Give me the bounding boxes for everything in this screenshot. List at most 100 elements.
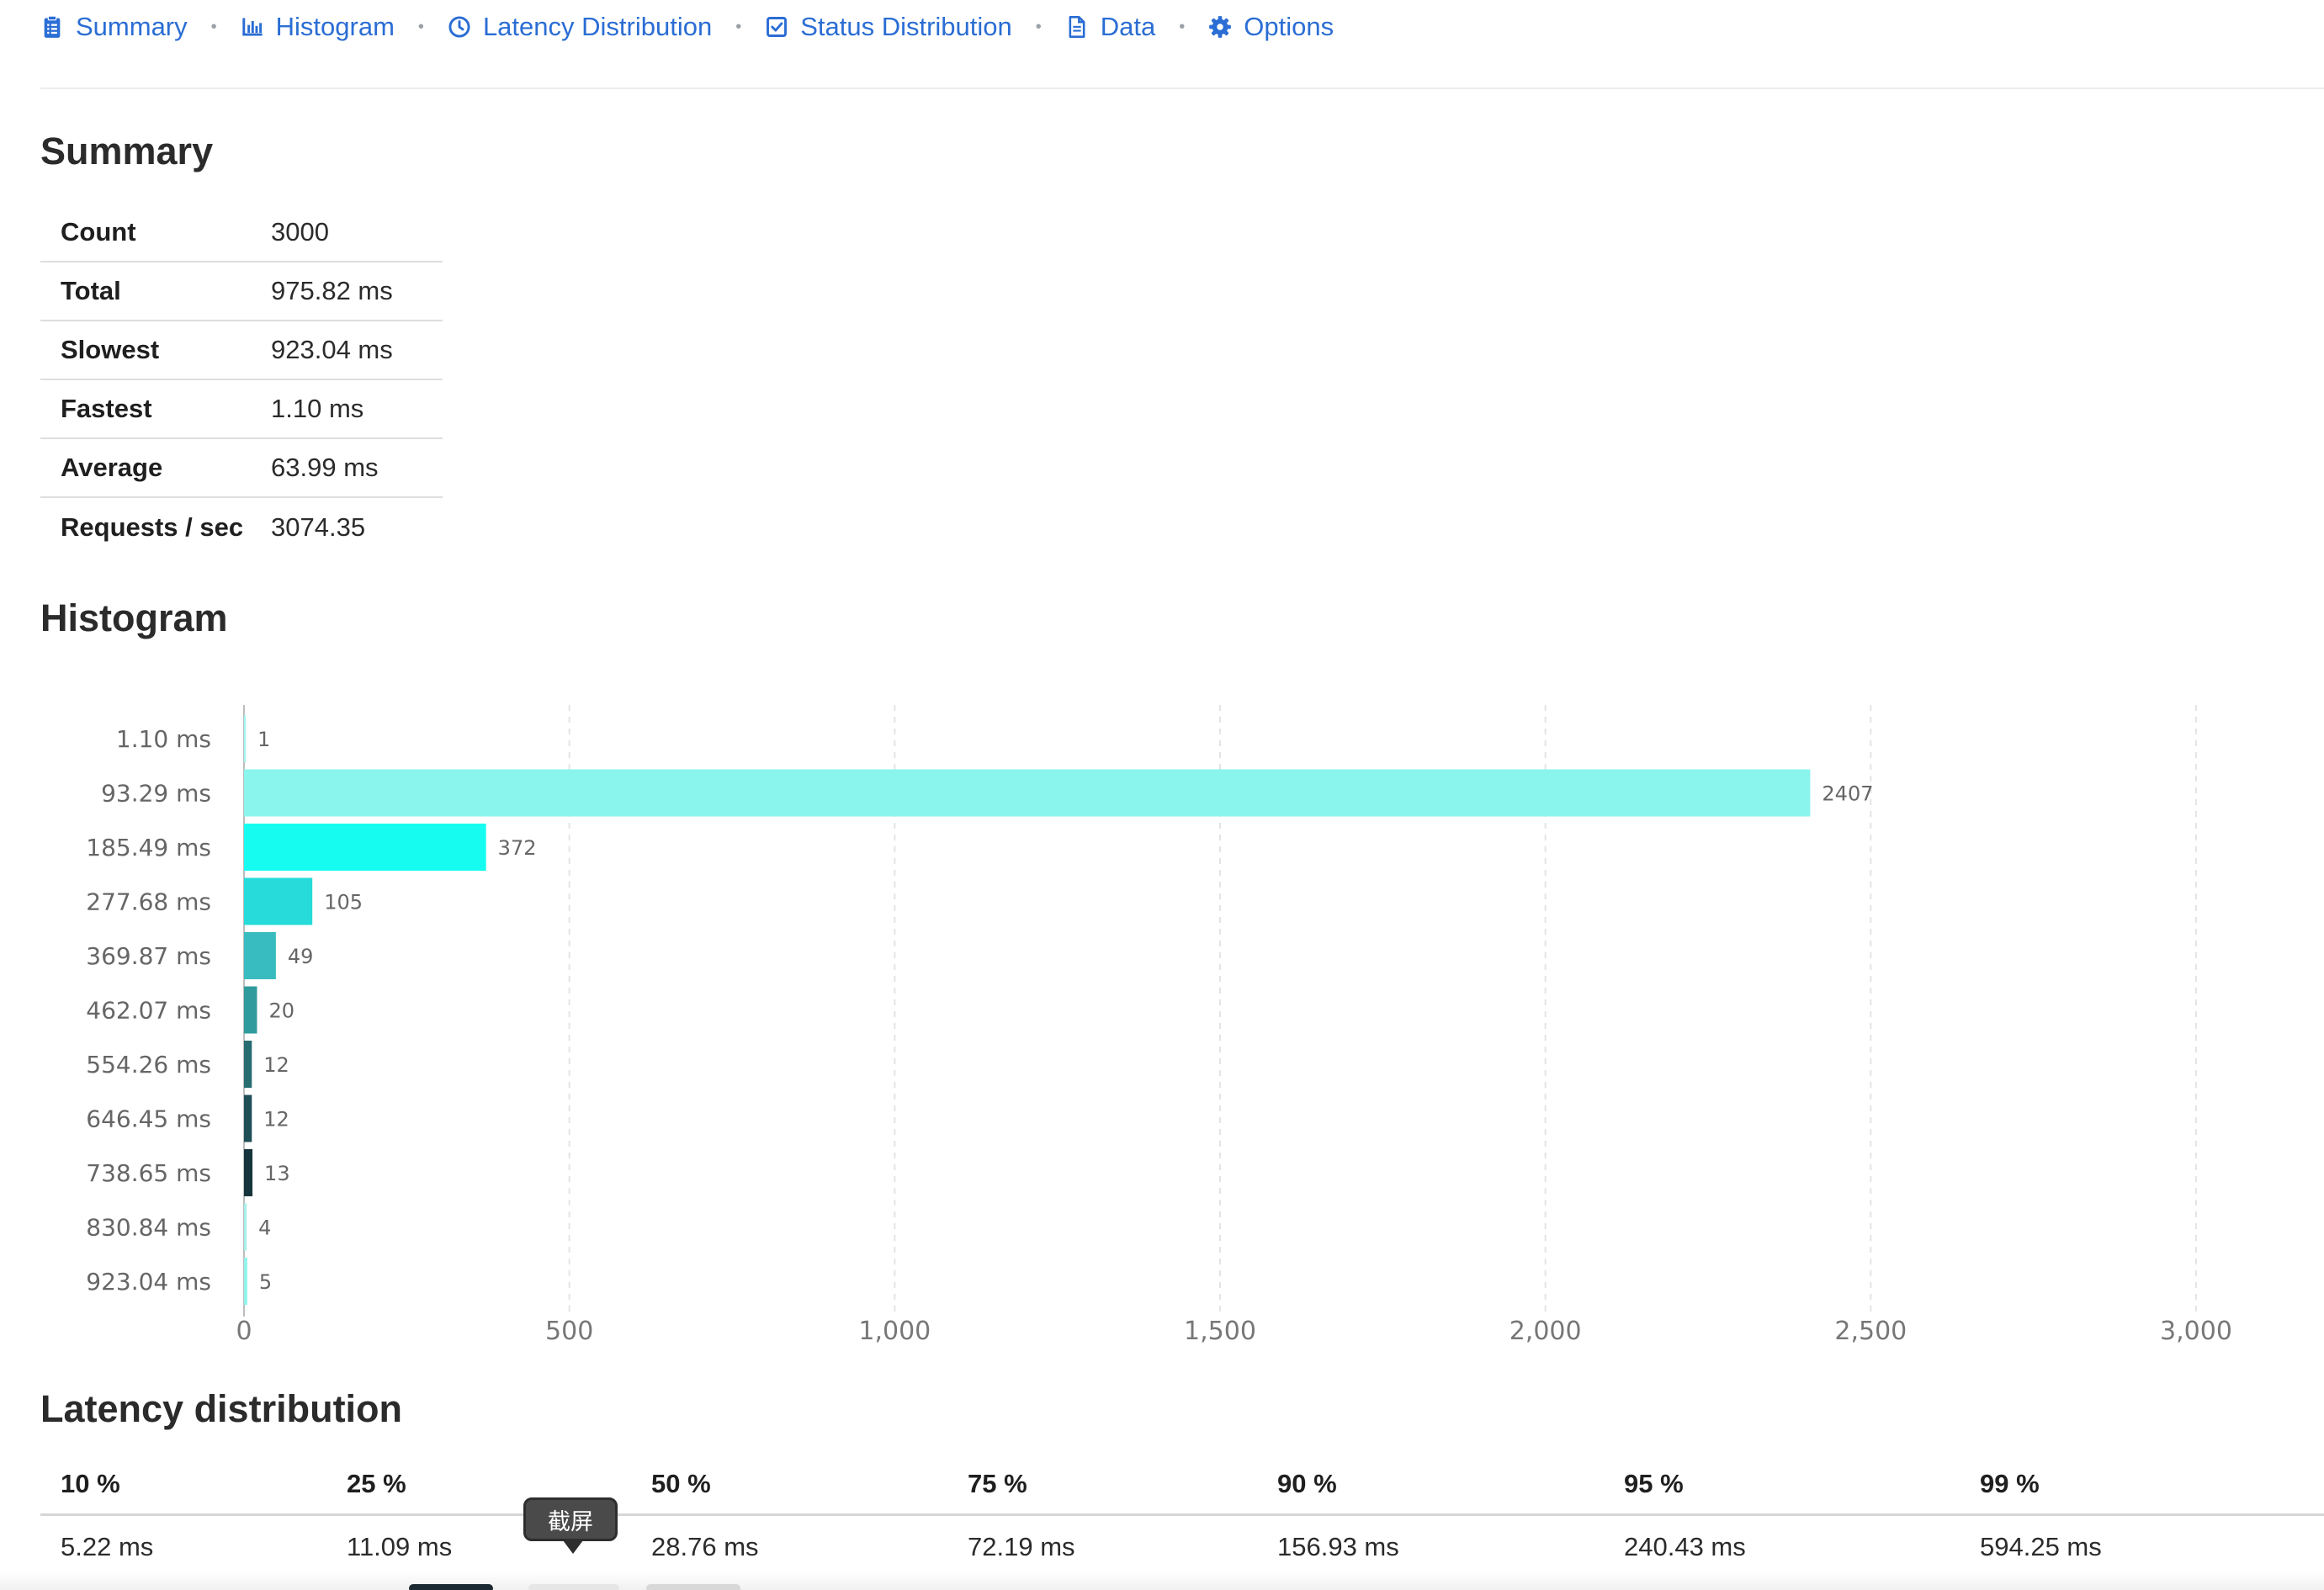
nav-summary-label: Summary: [76, 12, 188, 41]
x-tick-label: 1,000: [858, 1317, 931, 1346]
y-tick-label: 462.07 ms: [86, 997, 211, 1025]
table-row: Average 63.99 ms: [40, 438, 443, 498]
y-tick-label: 554.26 ms: [86, 1051, 211, 1079]
percentile-value: 594.25 ms: [1980, 1531, 2102, 1561]
histogram-chart-container: 0 500 1,000 1,500 2,000 2,500 3,000 1.10 ms 1 93.…: [0, 690, 2324, 1354]
nav-status-link[interactable]: Status Distribution: [765, 12, 1012, 42]
nav-separator: •: [417, 17, 424, 36]
bar-data-label: 2407: [1822, 782, 1873, 806]
check-square-icon: [767, 17, 788, 37]
percentile-value: 240.43 ms: [1624, 1531, 1746, 1561]
bar-data-label: 49: [288, 945, 314, 968]
histogram-heading: Histogram: [40, 596, 228, 639]
bar-data-label: 105: [324, 891, 363, 914]
bar-data-label: 20: [268, 999, 294, 1023]
histogram-bar: [244, 932, 276, 979]
summary-value: 3074.35: [271, 511, 366, 542]
bar-data-label: 13: [264, 1162, 290, 1185]
percentile-header: 75 %: [947, 1455, 1257, 1516]
nav-data-link[interactable]: Data: [1065, 12, 1155, 42]
x-tick-label: 1,500: [1184, 1317, 1256, 1346]
percentile-header: 95 %: [1604, 1455, 1960, 1516]
histogram-bar: [244, 824, 486, 871]
percentile-value: 5.22 ms: [61, 1531, 154, 1561]
percentile-value: 11.09 ms: [347, 1531, 453, 1561]
table-row: Slowest 923.04 ms: [40, 321, 443, 380]
latency-table: 10 % 25 % 50 % 75 % 90 % 95 % 99 % 5.22 …: [40, 1455, 2324, 1578]
table-row: Requests / sec 3074.35: [40, 497, 443, 556]
y-tick-label: 738.65 ms: [86, 1159, 211, 1187]
nav-options-link[interactable]: Options: [1208, 12, 1334, 42]
y-tick-label: 1.10 ms: [116, 725, 211, 753]
nav-separator: •: [1179, 17, 1186, 36]
summary-key: Slowest: [40, 321, 271, 380]
percentile-value: 156.93 ms: [1277, 1531, 1399, 1561]
histogram-bar: [244, 1094, 252, 1142]
nav-summary-link[interactable]: Summary: [40, 12, 188, 42]
percentile-header: 99 %: [1960, 1455, 2324, 1516]
clock-icon: [448, 16, 470, 38]
bar-data-label: 5: [259, 1270, 272, 1294]
gear-icon: [1209, 16, 1232, 38]
y-tick-label: 93.29 ms: [101, 780, 211, 808]
table-header-row: 10 % 25 % 50 % 75 % 90 % 95 % 99 %: [40, 1455, 2324, 1516]
x-tick-label: 0: [236, 1317, 252, 1346]
bar-data-label: 1: [257, 728, 270, 751]
percentile-value: 28.76 ms: [651, 1531, 759, 1561]
summary-key: Count: [40, 203, 271, 262]
nav-options-label: Options: [1244, 12, 1334, 41]
y-tick-label: 185.49 ms: [86, 834, 211, 861]
y-tick-label: 369.87 ms: [86, 942, 211, 970]
x-tick-label: 2,000: [1510, 1317, 1582, 1346]
nav-histogram-link[interactable]: Histogram: [241, 12, 395, 42]
histogram-bar: [244, 1149, 253, 1196]
bar-data-label: 4: [258, 1216, 271, 1240]
histogram-bar: [244, 1203, 247, 1251]
summary-key: Fastest: [40, 379, 271, 439]
bar-data-label: 12: [263, 1053, 289, 1077]
x-tick-label: 3,000: [2160, 1317, 2232, 1346]
summary-value: 3000: [271, 203, 443, 262]
histogram-chart: 0 500 1,000 1,500 2,000 2,500 3,000 1.10 ms 1 93.…: [86, 705, 2232, 1346]
summary-key: Requests / sec: [61, 511, 244, 542]
dock-item[interactable]: [528, 1584, 619, 1590]
histogram-bar: [244, 877, 313, 925]
nav-separator: •: [210, 17, 217, 36]
x-tick-label: 2,500: [1834, 1317, 1907, 1346]
dock-item[interactable]: [409, 1584, 493, 1590]
y-tick-label: 830.84 ms: [86, 1214, 211, 1242]
screenshot-tooltip: 截屏: [523, 1497, 618, 1554]
nav-status-label: Status Distribution: [800, 12, 1012, 41]
percentile-value: 72.19 ms: [968, 1531, 1075, 1561]
top-nav: Summary • Histogram • Latency Distributi…: [40, 10, 1334, 44]
table-row: Total 975.82 ms: [40, 262, 443, 321]
summary-value: 923.04 ms: [271, 321, 443, 380]
table-row: Fastest 1.10 ms: [40, 379, 443, 439]
nav-divider: [40, 87, 2324, 89]
y-tick-label: 277.68 ms: [86, 888, 211, 916]
histogram-bar: [244, 769, 1811, 817]
y-tick-label: 646.45 ms: [86, 1105, 211, 1133]
nav-data-label: Data: [1100, 12, 1156, 41]
table-row: 5.22 ms 11.09 ms 28.76 ms 72.19 ms 156.9…: [40, 1514, 2324, 1578]
x-tick-label: 500: [545, 1317, 593, 1346]
nav-separator: •: [735, 17, 742, 36]
summary-value: 63.99 ms: [271, 438, 443, 498]
table-row: Count 3000: [40, 203, 443, 262]
bar-data-label: 372: [498, 836, 537, 860]
histogram-bar: [244, 986, 257, 1034]
summary-key: Average: [40, 438, 271, 498]
nav-histogram-label: Histogram: [275, 12, 395, 41]
bar-data-label: 12: [263, 1108, 289, 1132]
nav-latency-label: Latency Distribution: [482, 12, 713, 41]
dock-item[interactable]: [646, 1584, 740, 1590]
summary-table: Count 3000 Total 975.82 ms Slowest 923.04 m…: [40, 203, 443, 556]
histogram-bar: [244, 1041, 252, 1088]
latency-heading: Latency distribution: [40, 1387, 403, 1430]
nav-latency-link[interactable]: Latency Distribution: [448, 12, 712, 42]
bar-chart-icon: [241, 18, 263, 36]
clipboard-icon: [44, 15, 61, 38]
nav-separator: •: [1035, 17, 1042, 36]
y-tick-label: 923.04 ms: [86, 1268, 211, 1296]
summary-heading: Summary: [40, 130, 214, 172]
